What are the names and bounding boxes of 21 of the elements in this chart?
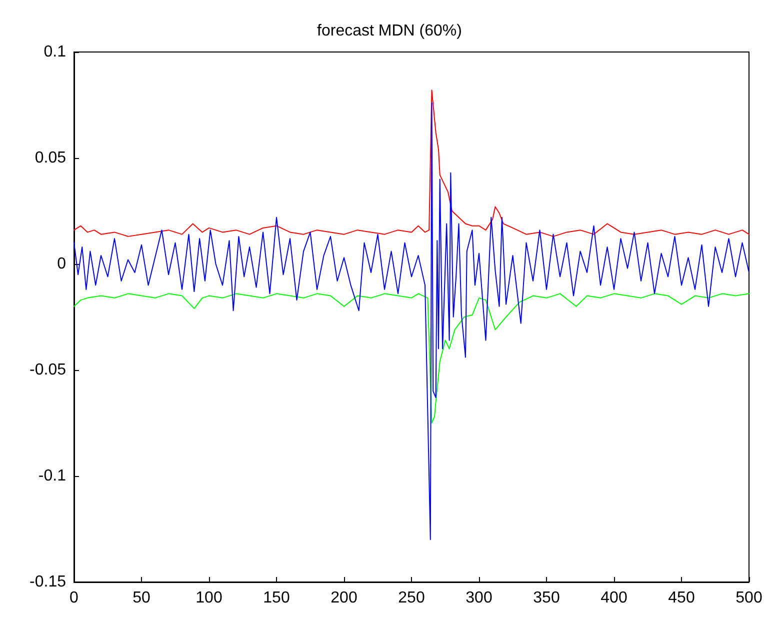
y-tick-label: -0.15 <box>30 574 66 590</box>
x-tick-label: 0 <box>70 590 79 606</box>
line-series <box>74 293 750 424</box>
x-tick-label: 150 <box>263 590 290 606</box>
x-tick-label: 50 <box>132 590 150 606</box>
x-tick-label: 100 <box>196 590 222 606</box>
chart-title: forecast MDN (60%) <box>317 22 462 40</box>
x-tick-label: 250 <box>398 590 425 606</box>
x-tick-label: 200 <box>330 590 358 606</box>
line-series <box>74 102 750 540</box>
x-tick-label: 500 <box>736 590 762 606</box>
line-series <box>74 90 750 237</box>
y-tick-label: -0.1 <box>38 468 66 484</box>
y-tick-label: -0.05 <box>30 362 66 378</box>
x-tick-label: 350 <box>533 590 560 606</box>
y-tick-label: 0.05 <box>34 150 66 166</box>
x-tick-label: 400 <box>600 590 628 606</box>
y-tick-label: 0.1 <box>44 44 66 60</box>
y-tick-label: 0 <box>57 256 66 272</box>
x-tick-label: 300 <box>466 590 492 606</box>
x-tick-label: 450 <box>668 590 695 606</box>
